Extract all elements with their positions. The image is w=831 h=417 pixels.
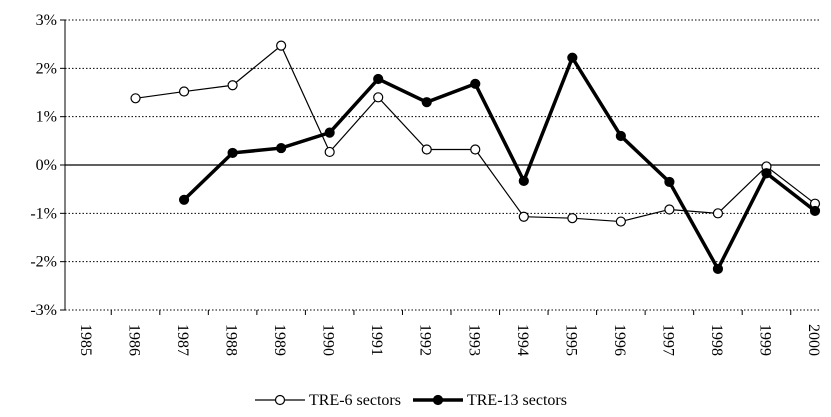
series-marker [373,92,384,103]
y-tick-label: -3% [30,302,57,319]
series-marker [421,144,432,155]
series-marker [276,142,287,154]
y-tick-label: 0% [36,157,57,174]
x-tick-label: 1995 [562,324,579,356]
x-tick-label: 1990 [320,324,337,356]
series-marker [664,204,675,215]
legend-marker [274,394,286,406]
series-marker [567,52,578,63]
series-marker [567,213,578,224]
x-tick-label: 2000 [805,324,822,356]
series-marker [373,73,384,85]
series-marker [276,40,287,51]
series-marker [615,216,626,227]
series-marker [712,208,724,219]
y-tick-label: -1% [30,205,57,222]
x-tick-label: 1988 [223,324,240,356]
series-marker [615,130,626,142]
series-marker [761,168,772,179]
series-line [182,53,817,273]
x-tick-label: 1999 [756,324,773,356]
x-tick-label: 1998 [708,324,725,356]
x-tick-label: 1985 [77,324,94,356]
series-marker [227,147,238,159]
series-marker [227,80,238,91]
series-marker [178,194,190,205]
legend-label: TRE-13 sectors [467,392,567,409]
legend-marker [432,394,444,406]
series-marker [518,211,529,222]
series-marker [712,263,724,275]
y-tick-label: 2% [36,60,57,77]
y-tick-label: -2% [30,254,57,271]
series-marker [324,146,335,158]
x-tick-label: 1991 [368,324,385,356]
x-tick-label: 1987 [174,324,191,356]
series-marker [130,93,141,104]
series-marker [470,144,481,155]
y-tick-label: 1% [36,109,57,126]
series-marker [324,127,335,138]
legend-label: TRE-6 sectors [309,392,401,409]
series-marker [470,78,481,89]
x-tick-label: 1993 [465,324,482,356]
series-marker [421,97,432,108]
x-tick-label: 1997 [659,324,676,356]
x-tick-label: 1992 [417,324,434,356]
x-tick-label: 1986 [126,324,143,356]
series-marker [518,175,529,187]
y-tick-label: 3% [36,12,57,29]
x-tick-label: 1996 [611,324,628,356]
series-marker [809,205,821,217]
series-marker [664,176,675,188]
x-tick-label: 1994 [514,324,531,356]
series-line [135,44,816,223]
x-tick-label: 1989 [271,324,288,356]
series-marker [178,86,190,97]
